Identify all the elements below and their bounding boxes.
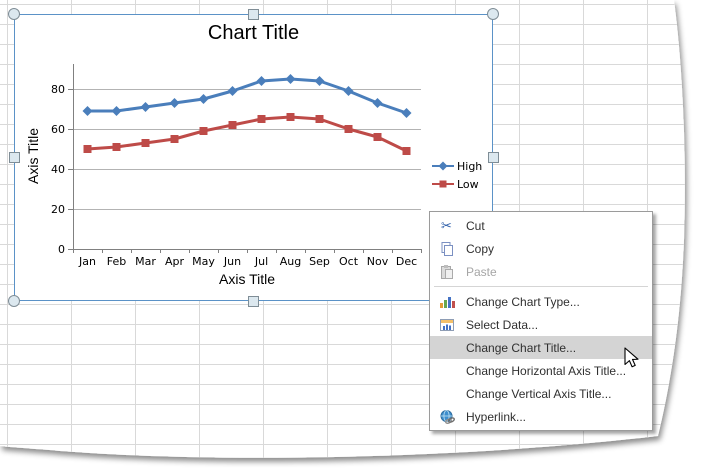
data-point	[227, 86, 238, 96]
chart-title[interactable]: Chart Title	[207, 22, 300, 44]
x-tick-label: Nov	[367, 255, 389, 268]
data-point	[285, 74, 296, 84]
data-point	[199, 127, 208, 135]
mouse-cursor	[624, 347, 639, 368]
icon-spacer	[438, 363, 455, 379]
chart-resize-handle-top-left[interactable]	[8, 8, 20, 20]
paste-icon	[438, 264, 455, 280]
menu-item-label: Select Data...	[466, 317, 539, 332]
data-point	[373, 133, 382, 141]
data-point	[314, 76, 325, 86]
x-axis-title[interactable]: Axis Title	[218, 271, 276, 287]
x-tick-label: Dec	[396, 255, 417, 268]
y-tick-label: 80	[51, 83, 65, 96]
menu-item-hyperlink[interactable]: Hyperlink...	[430, 405, 652, 428]
menu-item-label: Hyperlink...	[466, 409, 527, 424]
y-axis-title[interactable]: Axis Title	[25, 127, 41, 185]
menu-item-copy[interactable]: Copy	[430, 237, 652, 260]
data-point	[344, 125, 353, 133]
x-tick-label: Jul	[254, 255, 268, 268]
chart-resize-handle-left-middle[interactable]	[9, 152, 20, 163]
x-tick-label: Aug	[280, 255, 301, 268]
legend-item-high[interactable]: High	[432, 160, 482, 173]
chart-resize-handle-bottom-middle[interactable]	[248, 296, 259, 307]
context-menu: ✂ Cut Copy Paste Change Chart Type...	[429, 211, 653, 431]
chart-type-icon	[438, 294, 455, 310]
hyperlink-icon	[438, 409, 455, 425]
x-tick-label: Sep	[309, 255, 330, 268]
data-point	[402, 147, 411, 155]
menu-item-label: Change Chart Type...	[466, 294, 580, 309]
chart-resize-handle-top-middle[interactable]	[248, 9, 259, 20]
menu-item-select-data[interactable]: Select Data...	[430, 313, 652, 336]
data-point	[169, 98, 180, 108]
icon-spacer	[438, 340, 455, 356]
data-point	[198, 94, 209, 104]
data-point	[111, 106, 122, 116]
legend-item-low[interactable]: Low	[432, 178, 479, 191]
data-point	[83, 145, 92, 153]
x-tick-label: Jun	[223, 255, 241, 268]
data-point	[112, 143, 121, 151]
menu-item-label: Change Horizontal Axis Title...	[466, 363, 627, 378]
chart-resize-handle-right-middle[interactable]	[488, 152, 499, 163]
y-tick-labels: 0 20 40 60 80	[51, 83, 73, 256]
series-high[interactable]	[82, 74, 412, 118]
y-tick-label: 60	[51, 123, 65, 136]
x-tick-label: Oct	[339, 255, 359, 268]
legend-label: High	[457, 160, 482, 173]
chart-plot: 0 20 40 60 80 Jan Feb Mar Apr May Jun Jul Aug Sep Oct N…	[51, 64, 482, 268]
menu-separator	[434, 286, 648, 287]
menu-item-paste[interactable]: Paste	[430, 260, 652, 283]
menu-item-change-vertical-axis-title[interactable]: Change Vertical Axis Title...	[430, 382, 652, 405]
y-tick-label: 0	[58, 243, 65, 256]
menu-item-label: Paste	[466, 264, 497, 279]
icon-spacer	[438, 386, 455, 402]
series-line	[87, 77, 407, 115]
data-point	[372, 98, 383, 108]
chart-gridlines	[73, 89, 421, 210]
chart-axes	[73, 64, 422, 253]
x-tick-label: Feb	[107, 255, 126, 268]
menu-item-change-chart-type[interactable]: Change Chart Type...	[430, 290, 652, 313]
menu-item-change-horizontal-axis-title[interactable]: Change Horizontal Axis Title...	[430, 359, 652, 382]
x-tick-label: May	[192, 255, 215, 268]
data-point	[170, 135, 179, 143]
menu-item-label: Cut	[466, 218, 485, 233]
chart-object[interactable]: 0 20 40 60 80 Jan Feb Mar Apr May Jun Jul Aug Sep Oct N…	[14, 14, 493, 301]
menu-item-label: Change Chart Title...	[466, 340, 577, 355]
data-point	[228, 121, 237, 129]
data-point	[315, 115, 324, 123]
data-point	[286, 113, 295, 121]
series-line	[87, 115, 408, 153]
menu-item-change-chart-title[interactable]: Change Chart Title...	[430, 336, 652, 359]
data-point	[82, 106, 93, 116]
data-point	[256, 76, 267, 86]
x-tick-label: Apr	[165, 255, 185, 268]
legend-label: Low	[457, 178, 479, 191]
legend-marker	[438, 161, 448, 171]
x-tick-labels: Jan Feb Mar Apr May Jun Jul Aug Sep Oct Nov Dec	[78, 255, 417, 268]
data-point	[257, 115, 266, 123]
menu-item-label: Change Vertical Axis Title...	[466, 386, 612, 401]
x-tick-label: Jan	[78, 255, 96, 268]
data-point	[141, 139, 150, 147]
data-point	[343, 86, 354, 96]
data-point	[140, 102, 151, 112]
chart-resize-handle-top-right[interactable]	[487, 8, 499, 20]
select-data-icon	[438, 317, 455, 333]
menu-item-label: Copy	[466, 241, 495, 256]
copy-icon	[438, 241, 455, 257]
x-tick-label: Mar	[135, 255, 156, 268]
data-point	[401, 108, 412, 118]
y-tick-label: 20	[51, 203, 65, 216]
y-tick-label: 40	[51, 163, 65, 176]
scissors-icon: ✂	[441, 218, 452, 233]
chart-resize-handle-bottom-left[interactable]	[8, 295, 20, 307]
legend-marker	[439, 180, 447, 188]
menu-item-cut[interactable]: ✂ Cut	[430, 214, 652, 237]
series-low[interactable]	[83, 113, 411, 155]
